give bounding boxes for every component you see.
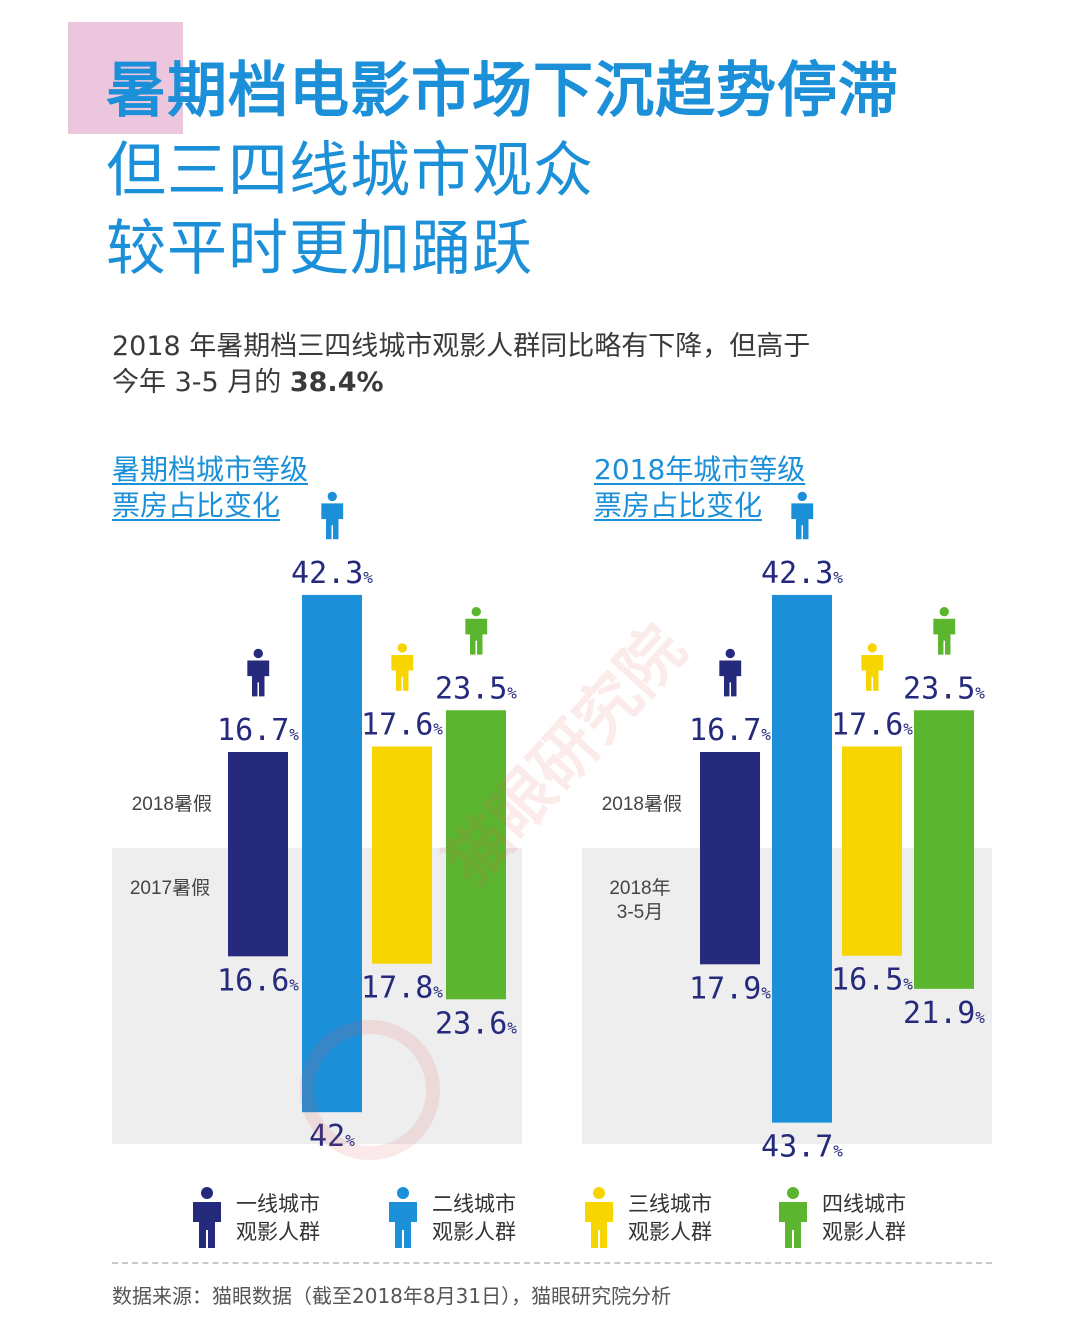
person-icon — [247, 648, 270, 697]
person-icon — [321, 491, 344, 540]
subtitle-line-2-text: 今年 3-5 月的 — [112, 367, 290, 398]
person-icon — [791, 491, 814, 540]
data-label-lower: 16.6% — [217, 963, 299, 998]
person-icon — [719, 648, 742, 697]
series-label: 3-5月 — [617, 902, 663, 923]
data-label-lower: 16.5% — [831, 963, 913, 998]
legend-label-line-2: 观影人群 — [432, 1220, 516, 1244]
legend-label: 一线城市 观影人群 — [236, 1190, 356, 1246]
legend-item-tier4: 四线城市 观影人群 — [776, 1184, 966, 1254]
data-source-note: 数据来源：猫眼数据（截至2018年8月31日），猫眼研究院分析 — [112, 1284, 672, 1308]
person-icon — [861, 643, 884, 691]
legend-label-line-2: 观影人群 — [822, 1220, 906, 1244]
data-label-lower: 17.9% — [689, 971, 771, 1006]
legend-label-line-1: 四线城市 — [822, 1192, 906, 1216]
person-icon — [391, 643, 414, 691]
bar-2-3 — [842, 746, 902, 956]
data-label-upper: 23.5% — [903, 671, 985, 706]
series-label: 2017暑假 — [130, 877, 210, 899]
data-label-upper: 17.6% — [831, 707, 913, 742]
page-title-line-3: 较平时更加踊跃 — [106, 214, 533, 284]
person-icon — [465, 607, 488, 655]
data-label-upper: 16.7% — [689, 713, 771, 748]
person-icon — [779, 1187, 807, 1248]
data-label-lower: 21.9% — [903, 996, 985, 1031]
chart-2-title-line-2: 票房占比变化 — [594, 489, 763, 522]
legend-label: 四线城市 观影人群 — [822, 1190, 942, 1246]
person-icon — [933, 607, 956, 655]
page-title-line-2: 但三四线城市观众 — [106, 136, 594, 206]
legend-label: 三线城市 观影人群 — [628, 1190, 748, 1246]
bar-2-4 — [914, 710, 974, 989]
chart-2-title: 2018年城市等级 票房占比变化 — [594, 452, 805, 524]
watermark-stamp-icon — [300, 1020, 440, 1160]
data-label-upper: 42.3% — [761, 556, 843, 591]
legend-label-line-2: 观影人群 — [628, 1220, 712, 1244]
bar-1-3 — [372, 746, 432, 964]
legend-label-line-1: 二线城市 — [432, 1192, 516, 1216]
chart-2-title-line-1: 2018年城市等级 — [594, 453, 806, 486]
data-label-lower: 17.8% — [361, 971, 443, 1006]
chart-1-title: 暑期档城市等级 票房占比变化 — [112, 452, 308, 524]
bar-charts: 2018暑假2017暑假16.7%16.6%42.3%42%17.6%17.8%… — [112, 491, 992, 1165]
data-label-upper: 16.7% — [217, 713, 299, 748]
footer-divider — [112, 1262, 992, 1264]
data-label-upper: 17.6% — [361, 707, 443, 742]
chart-1-title-line-2: 票房占比变化 — [112, 489, 281, 522]
subtitle-highlight-value: 38.4% — [289, 367, 384, 398]
data-label-upper: 23.5% — [435, 671, 517, 706]
legend-item-tier2: 二线城市 观影人群 — [386, 1184, 576, 1254]
legend-label-line-2: 观影人群 — [236, 1220, 320, 1244]
subtitle-line-1: 2018 年暑期档三四线城市观影人群同比略有下降，但高于 — [112, 331, 811, 362]
chart-legend: 一线城市 观影人群 二线城市 观影人群 三线城市 观影人群 四线城市 观影人群 — [0, 1184, 1080, 1254]
page-title: 暑期档电影市场下沉趋势停滞 — [106, 56, 899, 126]
bar-1-1 — [228, 752, 288, 957]
person-icon — [193, 1187, 221, 1248]
chart-1-title-line-1: 暑期档城市等级 — [112, 453, 309, 486]
data-label-lower: 23.6% — [435, 1006, 517, 1041]
series-label: 2018暑假 — [132, 793, 212, 815]
series-label: 2018年 — [609, 877, 670, 899]
bar-2-2 — [772, 594, 832, 1123]
legend-label-line-1: 三线城市 — [628, 1192, 712, 1216]
person-icon — [389, 1187, 417, 1248]
legend-label: 二线城市 观影人群 — [432, 1190, 552, 1246]
legend-item-tier1: 一线城市 观影人群 — [190, 1184, 380, 1254]
legend-label-line-1: 一线城市 — [236, 1192, 320, 1216]
data-label-upper: 42.3% — [291, 556, 373, 591]
subtitle-line-2: 今年 3-5 月的 38.4% — [112, 366, 384, 400]
bar-1-4 — [446, 710, 506, 1000]
bar-2-1 — [700, 752, 760, 965]
legend-item-tier3: 三线城市 观影人群 — [582, 1184, 772, 1254]
data-label-lower: 43.7% — [761, 1130, 843, 1165]
series-label: 2018暑假 — [602, 793, 682, 815]
title-accent-block — [68, 22, 183, 134]
person-icon — [585, 1187, 613, 1248]
